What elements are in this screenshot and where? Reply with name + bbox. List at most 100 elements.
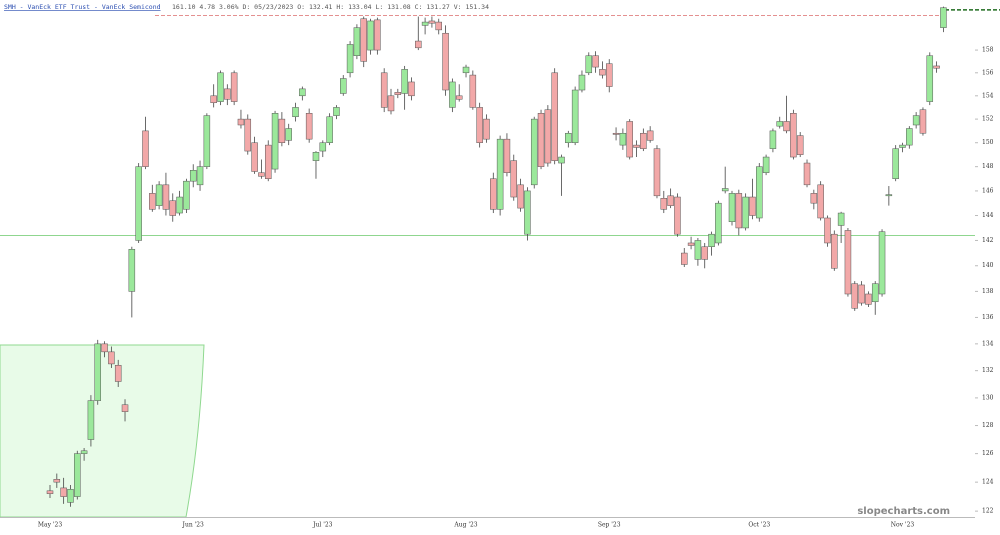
candle-body (189, 170, 197, 182)
candle-body (292, 107, 299, 118)
candle-body (899, 144, 906, 148)
quote: 161.10 4.78 3.06% D: 05/23/2023 O: 132.4… (172, 3, 489, 11)
y-tick-label: 138 (982, 288, 994, 295)
candle-body (885, 194, 893, 197)
candle-body (387, 95, 395, 112)
candle-body (524, 190, 531, 235)
y-tick-label: 158 (982, 47, 994, 54)
candle-body (646, 130, 654, 141)
candle-body (108, 351, 115, 365)
candle-body (374, 19, 381, 51)
candle-body (769, 130, 777, 149)
candle-body (578, 74, 586, 91)
candle-body (537, 113, 545, 167)
candle-body (114, 365, 122, 382)
candle-body (503, 138, 511, 173)
candle-body (694, 240, 702, 260)
candle-body (53, 479, 61, 483)
candle-body (490, 178, 497, 210)
y-tick-label: 136 (982, 314, 994, 321)
candle-body (394, 92, 402, 95)
candle-body (408, 81, 415, 97)
candle-body (674, 196, 681, 235)
candle-body (633, 144, 640, 148)
candle-body (210, 95, 217, 104)
candle-body (585, 55, 593, 74)
candle-body (824, 217, 831, 244)
candle-body (530, 118, 538, 186)
candle-body (46, 490, 54, 494)
y-tick-label: 142 (982, 237, 994, 244)
candle-body (865, 293, 872, 305)
candle-body (251, 142, 258, 172)
candle-body (551, 72, 558, 161)
candle-body (831, 233, 838, 269)
candle-body (933, 65, 940, 69)
candle-body (162, 184, 170, 210)
candle-body (333, 107, 340, 116)
candle-body (626, 121, 633, 158)
candle-body (285, 128, 292, 141)
y-tick-label: 156 (982, 69, 994, 76)
candle-body (681, 252, 688, 265)
candle-body (149, 193, 156, 210)
candle-body (428, 20, 436, 24)
candle-body (735, 193, 743, 229)
candle-body (619, 132, 627, 146)
candle-body (128, 249, 136, 292)
candle-body (224, 88, 231, 100)
candle-body (653, 148, 661, 197)
y-tick-label: 152 (982, 116, 994, 123)
candle-body (135, 166, 142, 241)
candle-body (892, 148, 899, 179)
x-tick-label: Jul '23 (312, 522, 333, 529)
candle-body (708, 233, 715, 247)
x-tick-label: Nov '23 (891, 522, 915, 529)
candle-body (271, 113, 279, 170)
candle-body (121, 404, 129, 412)
candle-body (87, 400, 95, 440)
candle-body (421, 21, 429, 26)
candle-body (67, 489, 74, 503)
candle-body (237, 118, 245, 126)
candle-body (715, 202, 722, 244)
candle-body (203, 115, 211, 167)
candle-body (940, 7, 947, 28)
candle-body (340, 78, 347, 94)
candle-body (442, 32, 449, 91)
candle-body (326, 116, 333, 143)
candle-body (599, 69, 606, 76)
candle-body (565, 132, 572, 143)
candle-body (571, 89, 579, 143)
candle-body (592, 55, 599, 68)
support-zone (0, 344, 205, 518)
candle-body (728, 193, 736, 222)
candle-body (258, 172, 265, 177)
candle-body (837, 212, 845, 226)
candle-body (721, 188, 729, 192)
candle-body (142, 130, 149, 167)
candle-body (762, 156, 770, 173)
candle-body (687, 242, 695, 246)
candle-body (796, 135, 804, 155)
candle-body (517, 184, 524, 209)
y-tick-label: 148 (982, 163, 994, 170)
y-tick-label: 146 (982, 187, 994, 194)
candle-body (912, 115, 920, 126)
candle-body (660, 198, 668, 210)
candle-body (483, 118, 490, 140)
candle-body (312, 152, 320, 161)
candle-body (919, 109, 927, 134)
candle-body (319, 142, 327, 152)
candle-body (496, 138, 504, 210)
candle-body (776, 121, 783, 127)
candle-body (742, 196, 749, 229)
x-tick-label: Jun '23 (182, 522, 205, 529)
candle-body (264, 144, 272, 179)
candle-body (401, 69, 408, 94)
candle-body (469, 74, 477, 108)
candle-body (510, 160, 518, 198)
candle-body (155, 184, 163, 206)
candle-body (380, 72, 388, 108)
chart-title[interactable]: SMH - VanEck ETF Trust - VanEck Semicond (4, 3, 161, 11)
